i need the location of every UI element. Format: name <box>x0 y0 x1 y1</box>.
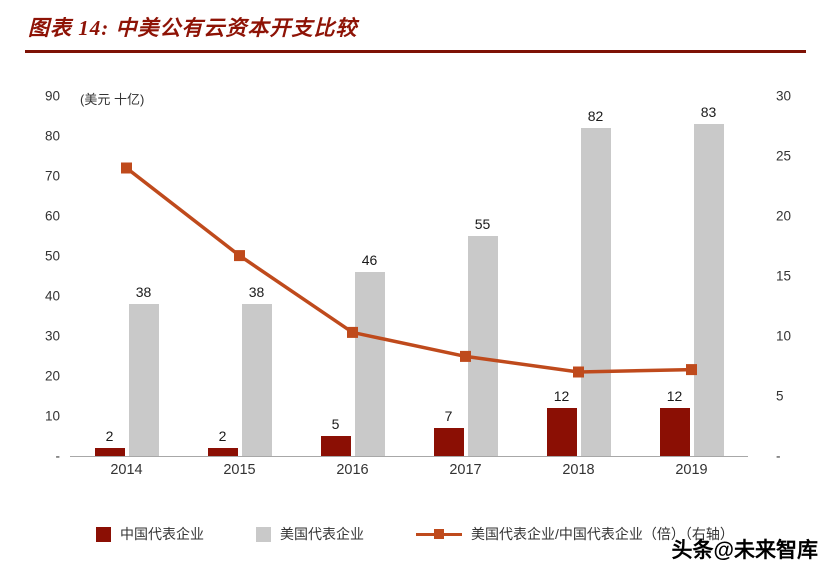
legend-label-us: 美国代表企业 <box>280 526 365 542</box>
left-axis-tick: - <box>55 448 61 464</box>
ratio-marker <box>686 364 697 376</box>
bar-label-china: 2 <box>105 428 114 444</box>
bar-china <box>659 408 690 456</box>
bar-china <box>207 448 238 456</box>
right-axis-tick: 15 <box>776 268 792 284</box>
bar-china <box>94 448 125 456</box>
bar-label-china: 2 <box>218 428 227 444</box>
bar-china <box>433 428 464 456</box>
ratio-marker <box>234 250 245 262</box>
left-axis-tick: 60 <box>44 208 60 224</box>
bar-label-china: 5 <box>331 416 340 432</box>
chart: (美元 十亿) 90 80 70 60 50 40 30 20 10- 30 25 20 15 10 5-… <box>30 82 802 490</box>
left-axis-unit-label: (美元 十亿) <box>80 92 145 107</box>
ratio-line-layer <box>121 162 697 378</box>
bar-china <box>546 408 577 456</box>
bar-us <box>128 304 159 456</box>
legend-label-ratio: 美国代表企业/中国代表企业（倍）（右轴） <box>471 526 734 542</box>
legend-item-ratio: 美国代表企业/中国代表企业（倍）（右轴） <box>416 524 734 544</box>
bar-us <box>241 304 272 456</box>
bar-label-us: 55 <box>474 216 491 232</box>
x-axis-label: 2017 <box>449 462 482 478</box>
bar-us <box>467 236 498 456</box>
left-axis-tick: 10 <box>44 408 60 424</box>
legend-label-china: 中国代表企业 <box>120 526 205 542</box>
x-axis-label: 2015 <box>223 462 256 478</box>
bar-label-us: 83 <box>700 104 717 120</box>
legend-line-icon <box>416 527 463 541</box>
x-axis-label: 2014 <box>110 462 143 478</box>
right-axis-tick: 5 <box>776 388 784 404</box>
ratio-marker <box>347 326 358 338</box>
bar-label-china: 12 <box>666 388 683 404</box>
bar-us <box>580 128 611 456</box>
left-axis-tick: 20 <box>44 368 60 384</box>
left-axis-tick: 40 <box>44 288 60 304</box>
bar-label-china: 7 <box>444 408 453 424</box>
x-axis-label: 2018 <box>562 462 595 478</box>
ratio-line <box>125 166 692 374</box>
x-axis-label: 2019 <box>675 462 708 478</box>
right-axis: 30 25 20 15 10 5 - <box>768 89 802 464</box>
legend-swatch-china <box>96 526 112 542</box>
right-axis-tick: 20 <box>776 208 792 224</box>
legend-item-china: 中国代表企业 <box>96 524 204 544</box>
left-axis-tick: 90 <box>44 88 60 104</box>
left-axis-tick: 30 <box>44 328 60 344</box>
ratio-marker <box>460 350 471 362</box>
bar-china <box>320 436 351 456</box>
legend: 中国代表企业 美国代表企业 美国代表企业/中国代表企业（倍）（右轴） <box>0 524 830 544</box>
right-axis-tick: 25 <box>776 148 792 164</box>
watermark: 头条@未来智库 <box>671 539 818 562</box>
bar-label-us: 82 <box>587 108 604 124</box>
bar-label-us: 38 <box>135 284 152 300</box>
bar-label-china: 12 <box>553 388 570 404</box>
bar-us <box>693 124 724 456</box>
ratio-marker <box>121 162 132 174</box>
bar-us <box>354 272 385 456</box>
legend-swatch-us <box>256 526 272 542</box>
right-axis-tick: - <box>776 448 781 464</box>
right-axis-tick: 10 <box>776 328 792 344</box>
ratio-marker <box>573 366 584 378</box>
left-axis-tick: 70 <box>44 168 60 184</box>
title-underline <box>25 50 806 53</box>
x-axis-label: 2016 <box>336 462 369 478</box>
chart-title: 图表 14: 中美公有云资本开支比较 <box>28 16 358 40</box>
plot-area: 2 38 2 38 5 46 7 55 12 82 12 83 <box>70 96 748 457</box>
left-axis-tick: 80 <box>44 128 60 144</box>
bar-label-us: 46 <box>361 252 378 268</box>
left-axis-tick: 50 <box>44 248 60 264</box>
right-axis-tick: 30 <box>776 88 792 104</box>
legend-line-marker <box>434 529 445 539</box>
bar-label-us: 38 <box>248 284 265 300</box>
legend-item-us: 美国代表企业 <box>256 524 364 544</box>
left-axis: 90 80 70 60 50 40 30 20 10 - <box>30 89 62 464</box>
x-axis: 2014 2015 2016 2017 2018 2019 <box>70 462 748 482</box>
